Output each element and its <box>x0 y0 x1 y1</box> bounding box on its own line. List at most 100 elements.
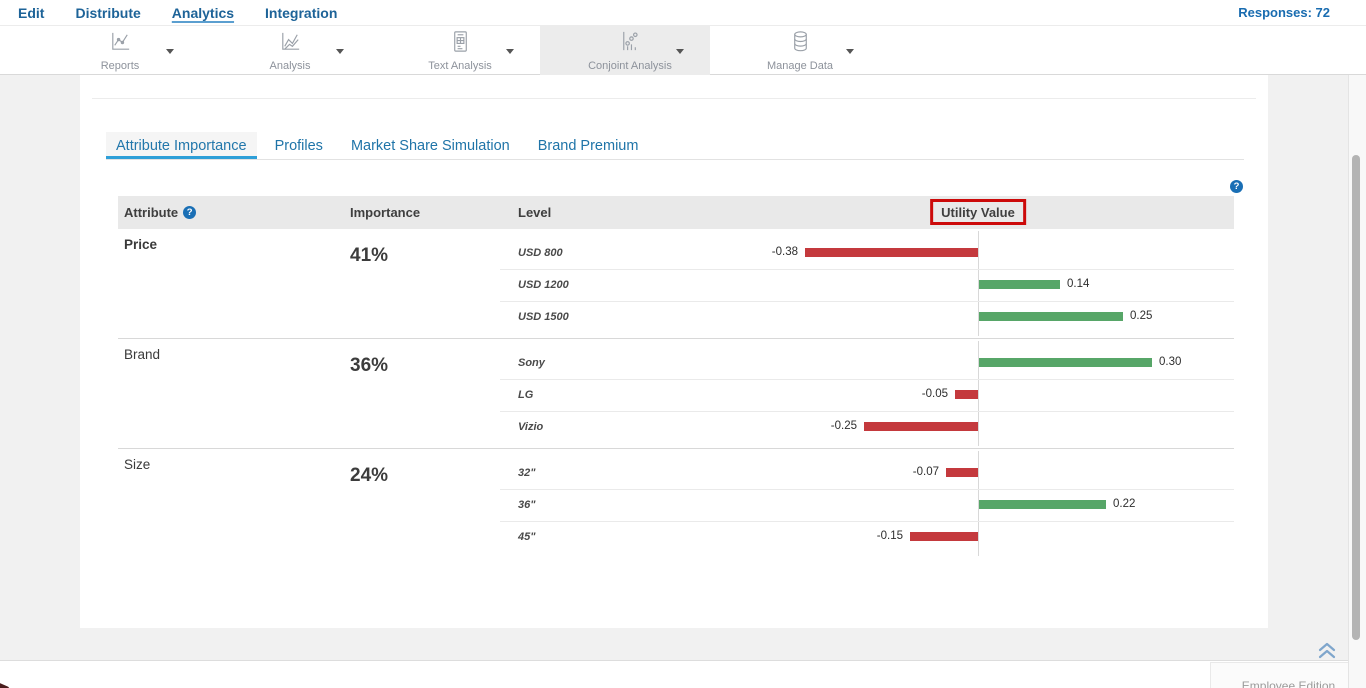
attribute-column-header: Attribute ? <box>124 196 197 229</box>
tab-brand-premium[interactable]: Brand Premium <box>537 138 639 154</box>
utility-value: -0.15 <box>876 530 903 542</box>
attribute-name: Price <box>124 237 158 252</box>
toolbar-item-manage-data[interactable]: Manage Data <box>745 26 855 75</box>
zero-axis-line <box>978 451 979 556</box>
utility-bar <box>805 248 978 257</box>
analytics-toolbar: Reports Analysis Text Analysis Conjoint Ana… <box>0 26 1366 75</box>
row-separator <box>500 411 1234 412</box>
utility-bar <box>979 280 1060 289</box>
level-label: 36" <box>518 499 536 511</box>
level-label: Sony <box>518 357 545 369</box>
dropdown-caret-icon[interactable] <box>336 49 344 54</box>
nav-item-edit[interactable]: Edit <box>18 5 45 21</box>
attribute-name: Size <box>124 457 151 472</box>
toolbar-group-text-analysis: Text Analysis <box>370 26 540 75</box>
attribute-group-row: Size 24% 32" -0.07 36" 0.22 45" -0.15 <box>118 449 1234 558</box>
toolbar-item-label: Manage Data <box>766 60 834 72</box>
edition-label: Employee Edition <box>1241 679 1336 688</box>
row-separator <box>500 301 1234 302</box>
level-row: Vizio -0.25 <box>118 411 1234 443</box>
level-row: LG -0.05 <box>118 379 1234 411</box>
utility-bar <box>946 468 978 477</box>
toolbar-item-label: Analysis <box>269 60 311 72</box>
conjoint-scatter-icon <box>618 29 643 59</box>
toolbar-item-label: Conjoint Analysis <box>588 60 672 72</box>
attribute-help-icon[interactable]: ? <box>183 206 197 219</box>
attribute-group-row: Brand 36% Sony 0.30 LG -0.05 Vizio -0.25 <box>118 339 1234 449</box>
utility-value: 0.22 <box>1113 498 1136 510</box>
dropdown-caret-icon[interactable] <box>846 49 854 54</box>
tab-market-share-simulation[interactable]: Market Share Simulation <box>350 138 510 154</box>
toolbar-item-label: Text Analysis <box>428 60 492 72</box>
row-separator <box>500 379 1234 380</box>
tab-profiles[interactable]: Profiles <box>274 138 323 154</box>
footer-bar: Employee Edition <box>0 660 1366 688</box>
zero-axis-line <box>978 231 979 336</box>
row-separator <box>500 521 1234 522</box>
utility-bar <box>979 500 1106 509</box>
utility-bar <box>979 312 1123 321</box>
responses-count[interactable]: Responses: 72 <box>1238 5 1330 20</box>
importance-column-header: Importance <box>350 205 421 220</box>
toolbar-item-text-analysis[interactable]: Text Analysis <box>405 26 515 75</box>
level-row: 36" 0.22 <box>118 489 1234 521</box>
toolbar-item-reports[interactable]: Reports <box>65 26 175 75</box>
table-header: Attribute ? Importance Level Utility Val… <box>118 196 1234 229</box>
level-label: 45" <box>518 531 536 543</box>
corner-logo-fragment <box>0 681 13 688</box>
toolbar-group-reports: Reports <box>30 26 200 75</box>
utility-value: 0.25 <box>1130 310 1153 322</box>
level-row: USD 1200 0.14 <box>118 269 1234 301</box>
scroll-to-top-button[interactable] <box>1317 641 1337 664</box>
utility-bar <box>910 532 978 541</box>
utility-bar <box>955 390 978 399</box>
utility-value: 0.30 <box>1159 356 1182 368</box>
help-icon[interactable]: ? <box>1230 180 1243 193</box>
toolbar-item-analysis[interactable]: Analysis <box>235 26 345 75</box>
row-separator <box>500 269 1234 270</box>
utility-bar <box>864 422 978 431</box>
nav-links: Edit Distribute Analytics Integration <box>18 0 337 26</box>
utility-value: -0.25 <box>830 420 857 432</box>
utility-value: -0.05 <box>921 388 948 400</box>
level-column-header: Level <box>518 205 552 220</box>
analysis-trend-icon <box>278 29 303 59</box>
utility-value: -0.07 <box>912 466 939 478</box>
edition-badge: Employee Edition <box>1210 662 1366 688</box>
nav-item-analytics[interactable]: Analytics <box>171 5 235 21</box>
scrollbar[interactable] <box>1348 75 1366 688</box>
utility-table-body: Price 41% USD 800 -0.38 USD 1200 0.14 USD 1500… <box>118 229 1234 558</box>
dropdown-caret-icon[interactable] <box>506 49 514 54</box>
level-row: Sony 0.30 <box>118 347 1234 379</box>
dropdown-caret-icon[interactable] <box>166 49 174 54</box>
level-row: USD 800 -0.38 <box>118 237 1234 269</box>
scrollbar-thumb[interactable] <box>1352 155 1360 640</box>
row-separator <box>500 489 1234 490</box>
utility-value: -0.38 <box>771 246 798 258</box>
toolbar-item-label: Reports <box>100 60 140 72</box>
level-row: USD 1500 0.25 <box>118 301 1234 333</box>
importance-value: 24% <box>350 465 389 486</box>
top-nav: Edit Distribute Analytics Integration Respo… <box>0 0 1366 26</box>
attribute-header-label: Attribute <box>124 205 179 220</box>
level-label: USD 800 <box>518 247 563 259</box>
utility-value: 0.14 <box>1067 278 1090 290</box>
content-card: Attribute Importance Profiles Market Share… <box>80 75 1268 628</box>
toolbar-group-conjoint-analysis: Conjoint Analysis <box>540 26 710 75</box>
level-row: 32" -0.07 <box>118 457 1234 489</box>
utility-table: Attribute ? Importance Level Utility Val… <box>118 196 1234 558</box>
dropdown-caret-icon[interactable] <box>676 49 684 54</box>
toolbar-group-analysis: Analysis <box>200 26 370 75</box>
attribute-name: Brand <box>124 347 161 362</box>
chevrons-up-icon <box>1317 642 1337 663</box>
toolbar-item-conjoint-analysis[interactable]: Conjoint Analysis <box>575 26 685 75</box>
nav-item-integration[interactable]: Integration <box>265 5 338 21</box>
utility-bar <box>979 358 1152 367</box>
level-label: 32" <box>518 467 536 479</box>
nav-item-distribute[interactable]: Distribute <box>75 5 141 21</box>
attribute-group-row: Price 41% USD 800 -0.38 USD 1200 0.14 USD 1500… <box>118 229 1234 339</box>
tab-attribute-importance[interactable]: Attribute Importance <box>106 132 257 159</box>
conjoint-tabs: Attribute Importance Profiles Market Share… <box>106 131 1244 160</box>
toolbar-group-manage-data: Manage Data <box>710 26 880 75</box>
